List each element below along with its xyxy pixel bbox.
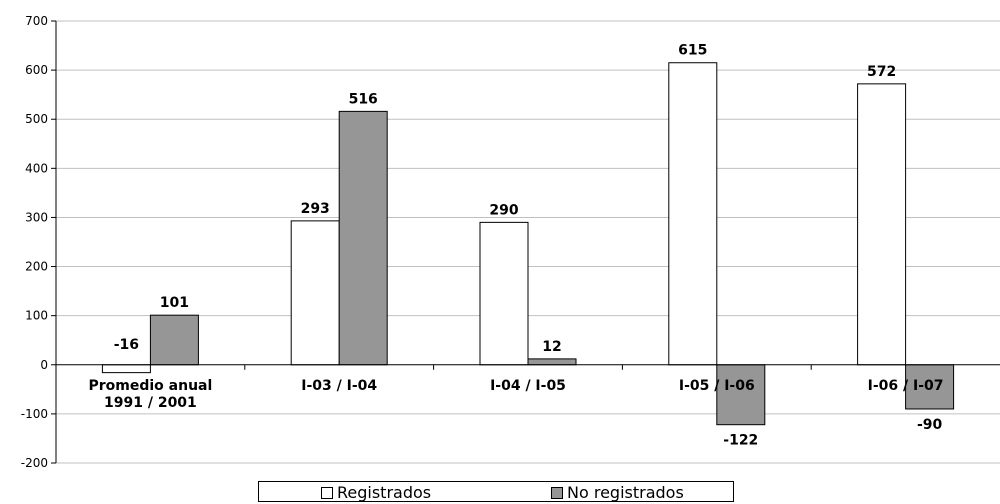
bar-chart: -200 -100 0 100 200 300 400 500 600 700 -16 101 Pro… — [21, 14, 1000, 470]
bar-no-registrados — [338, 110, 388, 366]
y-tick-label: 700 — [25, 14, 48, 28]
legend-label-registrados: Registrados — [337, 483, 432, 502]
bar-registrados — [668, 62, 718, 366]
y-tick-label: -200 — [21, 456, 48, 470]
y-tick-label: 200 — [25, 260, 48, 274]
axes: -200 -100 0 100 200 300 400 500 600 700 — [21, 14, 1000, 470]
x-category-label: I-06 / I-07 — [868, 378, 944, 394]
bar-no-registrados — [527, 358, 577, 366]
bar-registrados — [479, 221, 529, 366]
y-tick-label: 300 — [25, 210, 48, 224]
data-label-no-registrados: -90 — [917, 417, 943, 433]
y-tick-label: 500 — [25, 112, 48, 126]
legend: Registrados No registrados — [258, 481, 734, 502]
y-tick-label: 400 — [25, 161, 48, 175]
gridlines — [56, 20, 1000, 464]
data-label-no-registrados: 101 — [160, 295, 189, 311]
y-tick-label: 600 — [25, 63, 48, 77]
x-category-label: I-05 / I-06 — [679, 378, 755, 394]
x-category-label: Promedio anual — [88, 378, 212, 394]
legend-item-no-registrados: No registrados — [551, 483, 684, 502]
legend-swatch-no-registrados — [551, 486, 563, 499]
bar-registrados — [290, 220, 340, 366]
y-tick-label: -100 — [21, 407, 48, 421]
x-category-label: I-03 / I-04 — [301, 378, 377, 394]
data-label-registrados: 293 — [301, 201, 330, 217]
y-tick-label: 100 — [25, 309, 48, 323]
data-label-no-registrados: 12 — [542, 339, 561, 355]
y-tick-label: 0 — [40, 358, 48, 372]
data-label-registrados: 290 — [489, 202, 518, 218]
data-label-registrados: 615 — [678, 43, 707, 59]
bars — [101, 62, 955, 426]
data-label-no-registrados: -122 — [723, 433, 758, 449]
bar-no-registrados — [716, 364, 766, 426]
data-label-registrados: 572 — [867, 64, 896, 80]
bar-no-registrados — [149, 314, 199, 366]
x-category-label: I-04 / I-05 — [490, 378, 566, 394]
bar-registrados — [857, 83, 907, 366]
bar-registrados — [101, 364, 151, 374]
legend-item-registrados: Registrados — [321, 483, 431, 502]
data-label-registrados: -16 — [114, 337, 139, 353]
data-label-no-registrados: 516 — [349, 91, 378, 107]
x-category-label: 1991 / 2001 — [104, 395, 197, 411]
legend-label-no-registrados: No registrados — [567, 483, 684, 502]
legend-swatch-registrados — [321, 486, 333, 499]
bar-no-registrados — [905, 364, 955, 410]
